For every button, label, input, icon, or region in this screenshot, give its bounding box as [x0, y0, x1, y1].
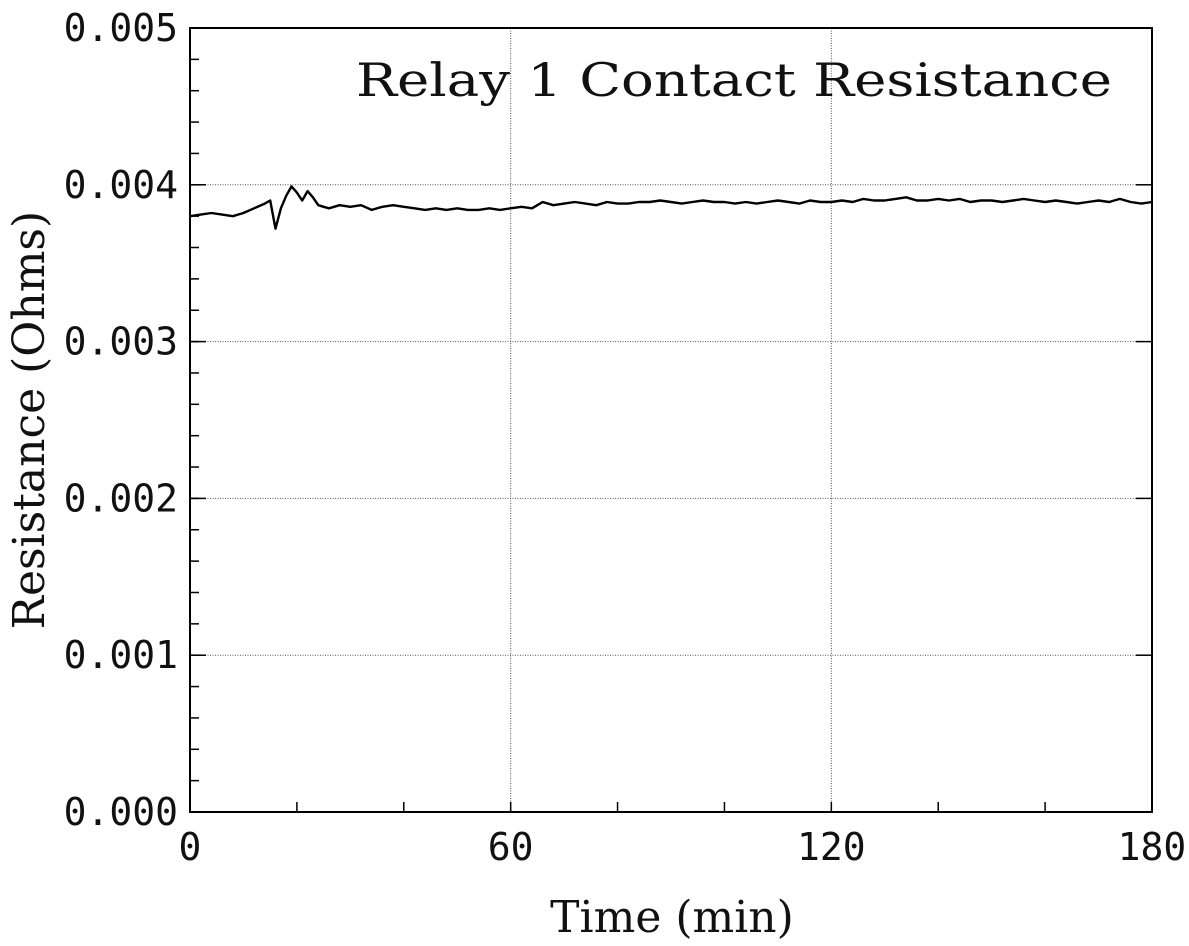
- grid-lines: [190, 28, 1152, 812]
- minor-ticks: [189, 27, 1153, 813]
- series-layer: [189, 185, 1153, 230]
- y-tick-label: 0.002: [64, 476, 178, 520]
- x-tick-label: 60: [488, 825, 534, 869]
- chart-title: Relay 1 Contact Resistance: [356, 53, 1112, 107]
- y-tick-label: 0.004: [64, 163, 178, 207]
- y-tick-label: 0.000: [64, 790, 178, 834]
- y-tick-labels: 0.000 0.001 0.002 0.003 0.004 0.005: [64, 6, 178, 834]
- y-axis-label: Resistance (Ohms): [4, 211, 55, 629]
- y-tick-label: 0.003: [64, 320, 178, 364]
- x-tick-label: 120: [797, 825, 866, 869]
- plot-frame: [189, 27, 1153, 813]
- x-tick-labels: 0 60 120 180: [179, 825, 1187, 869]
- y-tick-label: 0.001: [64, 633, 178, 677]
- x-tick-label: 0: [179, 825, 202, 869]
- x-tick-label: 180: [1118, 825, 1187, 869]
- x-axis-label: Time (min): [550, 892, 794, 943]
- y-tick-label: 0.005: [64, 6, 178, 50]
- series-line: [189, 185, 1153, 230]
